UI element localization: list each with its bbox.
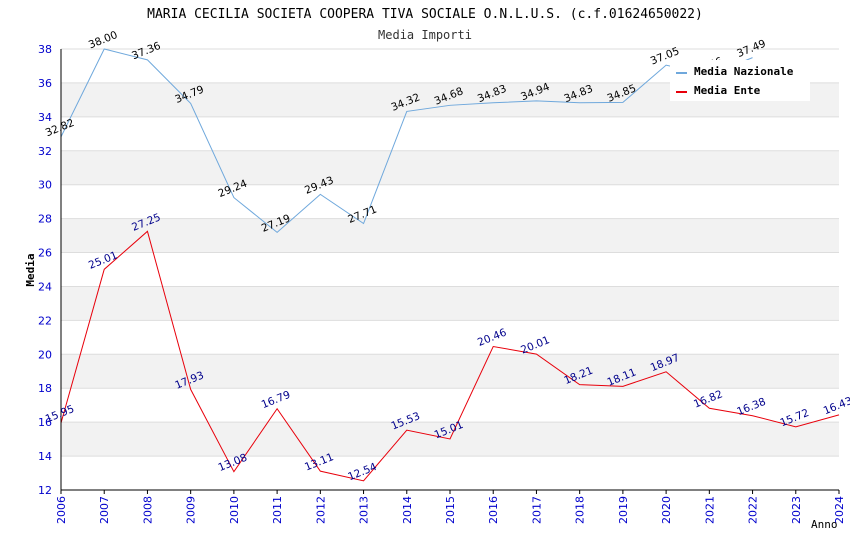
grid-band — [61, 150, 839, 185]
x-tick-label: 2021 — [703, 496, 716, 524]
y-tick-label: 32 — [38, 145, 52, 158]
y-tick-label: 20 — [38, 348, 52, 361]
x-tick-label: 2008 — [141, 496, 154, 524]
x-tick-label: 2022 — [747, 496, 760, 524]
x-tick-label: 2015 — [444, 496, 457, 524]
data-label: 16.79 — [260, 389, 292, 411]
x-tick-label: 2014 — [401, 496, 414, 524]
x-tick-label: 2023 — [790, 496, 803, 524]
x-tick-label: 2019 — [617, 496, 630, 524]
y-tick-label: 12 — [38, 484, 52, 497]
data-label: 12.54 — [346, 461, 379, 484]
axes — [60, 49, 840, 494]
data-label: 38.00 — [87, 29, 119, 51]
grid-band — [61, 354, 839, 389]
y-tick-label: 30 — [38, 179, 52, 192]
legend-box — [670, 60, 810, 101]
x-tick-label: 2024 — [833, 496, 846, 524]
x-tick-label: 2020 — [660, 496, 673, 524]
x-axis-label: Anno — [811, 518, 838, 531]
data-label: 16.38 — [735, 396, 767, 418]
grid-band — [61, 286, 839, 321]
x-tick-label: 2017 — [530, 496, 543, 524]
chart-subtitle: Media Importi — [378, 28, 472, 42]
y-tick-label: 34 — [38, 111, 52, 124]
y-tick-label: 26 — [38, 247, 52, 260]
chart-title: MARIA CECILIA SOCIETA COOPERA TIVA SOCIA… — [147, 7, 703, 22]
x-tick-label: 2007 — [98, 496, 111, 524]
grid-band — [61, 218, 839, 253]
y-tick-label: 16 — [38, 416, 52, 429]
y-tick-label: 18 — [38, 382, 52, 395]
y-tick-label: 14 — [38, 450, 52, 463]
x-tick-label: 2006 — [55, 496, 68, 524]
x-tick-label: 2013 — [358, 496, 371, 524]
x-tick-labels: 2006 2007 2008 2009 2010 2011 2012 2013 2014 2015… — [55, 496, 846, 524]
x-tick-label: 2010 — [228, 496, 241, 524]
x-tick-label: 2012 — [314, 496, 327, 524]
data-label: 16.43 — [822, 395, 850, 417]
x-tick-label: 2011 — [271, 496, 284, 524]
y-tick-label: 36 — [38, 77, 52, 90]
y-tick-label: 38 — [38, 43, 52, 56]
legend-label-ente: Media Ente — [694, 84, 761, 97]
legend: Media Nazionale Media Ente — [670, 60, 810, 101]
series-line-ente — [60, 230, 840, 482]
data-label: 20.46 — [476, 326, 509, 349]
series-line-nazionale — [60, 48, 753, 234]
y-tick-label: 24 — [38, 280, 52, 293]
x-tick-label: 2018 — [574, 496, 587, 524]
series-lines — [60, 48, 840, 482]
legend-label-nazionale: Media Nazionale — [694, 65, 794, 78]
y-tick-labels: 12 14 16 18 20 22 24 26 28 30 32 34 36 38 — [38, 43, 52, 497]
data-label: 20.01 — [519, 334, 551, 356]
data-label: 37.49 — [735, 38, 767, 60]
y-axis-label: Media — [24, 253, 37, 286]
y-tick-label: 28 — [38, 213, 52, 226]
y-tick-label: 22 — [38, 314, 52, 327]
data-label: 37.36 — [130, 40, 163, 63]
x-tick-label: 2009 — [185, 496, 198, 524]
x-tick-label: 2016 — [487, 496, 500, 524]
